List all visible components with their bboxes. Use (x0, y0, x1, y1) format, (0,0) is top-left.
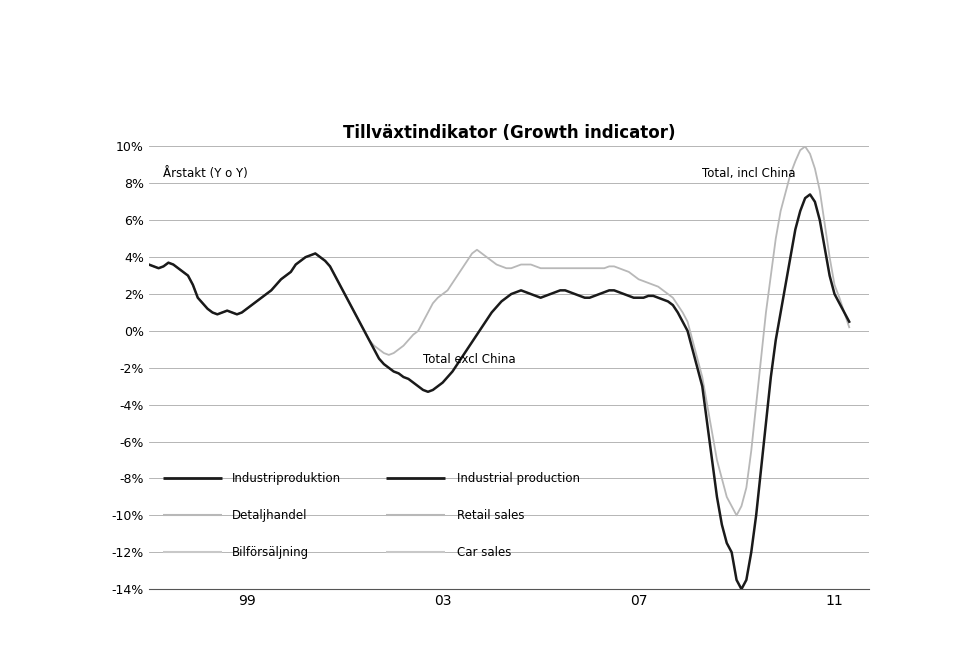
Text: Bilförsäljning: Bilförsäljning (232, 546, 309, 559)
Text: Retail sales: Retail sales (457, 509, 525, 522)
Text: Årstakt (Y o Y): Årstakt (Y o Y) (163, 167, 249, 180)
Text: Detaljhandel: Detaljhandel (232, 509, 307, 522)
Text: Industrial production: Industrial production (457, 472, 581, 485)
Text: Konjunktur: Konjunktur (29, 25, 240, 62)
Text: Total, incl China: Total, incl China (703, 167, 796, 180)
Text: Industriproduktion: Industriproduktion (232, 472, 341, 485)
Text: Total excl China: Total excl China (423, 353, 516, 366)
Text: Car sales: Car sales (457, 546, 512, 559)
Title: Tillväxtindikator (Growth indicator): Tillväxtindikator (Growth indicator) (343, 124, 675, 142)
